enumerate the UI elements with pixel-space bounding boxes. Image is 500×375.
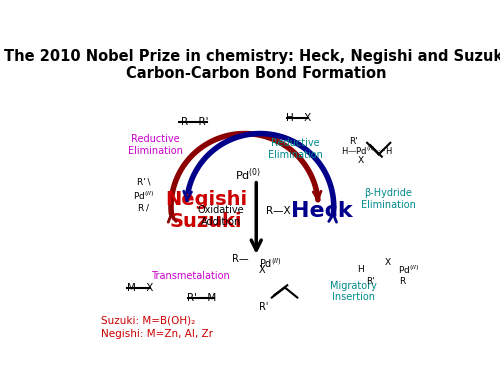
Text: R': R'	[349, 137, 358, 146]
Text: Pd$^{(II)}$: Pd$^{(II)}$	[398, 264, 419, 276]
Text: R'—M: R'—M	[188, 292, 216, 303]
Text: M—X: M—X	[127, 282, 153, 292]
Text: β-Hydride
Elimination: β-Hydride Elimination	[360, 188, 416, 210]
Text: Suzuki: M=B(OH)₂: Suzuki: M=B(OH)₂	[101, 316, 196, 326]
Text: R': R'	[366, 277, 376, 286]
Text: Negishi
Suzuki: Negishi Suzuki	[165, 190, 247, 231]
Text: Reductive
Elimination: Reductive Elimination	[128, 134, 183, 156]
Text: Pd$^{(II)}$: Pd$^{(II)}$	[258, 256, 281, 270]
Text: X: X	[358, 156, 364, 165]
Text: R—R': R—R'	[180, 117, 208, 127]
Text: R' \
Pd$^{(II)}$
R /: R' \ Pd$^{(II)}$ R /	[133, 177, 154, 213]
Text: The 2010 Nobel Prize in chemistry: Heck, Negishi and Suzuki
Carbon-Carbon Bond F: The 2010 Nobel Prize in chemistry: Heck,…	[4, 49, 500, 81]
Text: Heck: Heck	[292, 201, 353, 220]
Text: X: X	[385, 258, 391, 267]
Text: Reductive
Elimination: Reductive Elimination	[268, 138, 322, 160]
Text: Transmetalation: Transmetalation	[151, 271, 230, 281]
Text: Oxidative
Addition: Oxidative Addition	[198, 205, 244, 227]
Text: Pd$^{(0)}$: Pd$^{(0)}$	[236, 166, 262, 183]
Text: H—X: H—X	[286, 113, 312, 123]
Text: H: H	[358, 266, 364, 274]
Text: R—X: R—X	[266, 206, 291, 216]
Text: Migratory
Insertion: Migratory Insertion	[330, 280, 376, 302]
Text: R': R'	[260, 302, 268, 312]
Text: R: R	[399, 277, 405, 286]
Text: X: X	[258, 265, 265, 275]
Text: H—Pd$^{(II)}$····H: H—Pd$^{(II)}$····H	[342, 145, 393, 158]
Text: Negishi: M=Zn, Al, Zr: Negishi: M=Zn, Al, Zr	[101, 329, 213, 339]
Text: R—: R—	[232, 254, 248, 264]
